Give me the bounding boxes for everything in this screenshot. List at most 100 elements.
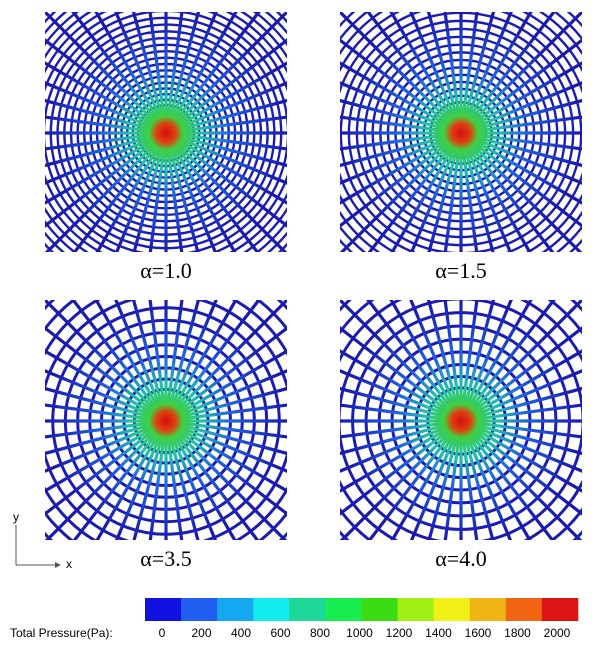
spoke [459,420,555,540]
network-panel [45,300,287,540]
colorbar-tick-label: 0 [159,626,166,640]
colorbar-tick-label: 400 [231,626,251,640]
spoke [164,132,218,252]
spoke [164,132,237,252]
spoke [460,131,582,168]
spoke [164,300,261,422]
spoke [72,420,168,540]
spoke [165,326,287,423]
spoke [164,300,238,422]
spoke [45,131,167,228]
spoke [71,12,168,134]
spoke [460,419,582,516]
colorbar-swatch [541,598,579,621]
spoke [45,419,167,516]
spoke [459,132,555,252]
spoke [340,131,462,228]
spoke [459,12,533,134]
colorbar-swatch [505,598,543,621]
spoke [460,419,582,473]
spoke [340,115,462,135]
spoke [164,300,218,422]
spoke [131,12,168,134]
spoke [460,61,582,135]
colorbar-swatch [361,598,398,621]
spoke [390,132,463,252]
spoke [165,115,287,135]
spoke [459,300,533,422]
spoke [460,98,582,135]
spoke [340,419,462,493]
spoke [165,419,287,493]
spoke [165,131,287,151]
spoke [426,300,463,422]
spoke [45,419,167,493]
spoke [409,300,463,422]
spoke [459,12,556,134]
spoke [459,132,513,252]
spoke [367,420,463,540]
spoke [443,12,463,134]
spoke [340,369,462,423]
spoke [426,12,463,134]
spoke [71,300,168,422]
spoke [164,420,200,540]
spoke [45,419,167,473]
spoke [165,349,287,423]
panel-label: α=1.0 [140,258,191,283]
spoke [45,61,167,135]
spoke [460,369,582,423]
spoke [460,349,582,423]
spoke [459,420,532,540]
spoke [409,132,463,252]
colorbar-tick-label: 800 [310,626,330,640]
spoke [460,131,582,151]
spoke [165,403,287,423]
spoke [460,38,582,135]
spoke [45,115,167,135]
colorbar-swatch [325,598,362,621]
spoke [165,81,287,135]
spoke [114,132,168,252]
spoke [340,131,462,185]
colorbar-tick-label: 2000 [544,626,571,640]
spoke [340,131,462,205]
spoke [459,12,582,135]
spoke [459,419,582,540]
spoke [114,420,168,540]
spoke [459,132,479,252]
spoke [148,420,168,540]
spoke [45,131,167,205]
center-blob [149,404,183,438]
spoke [340,131,462,151]
network-panel [45,12,287,252]
spoke [459,12,513,134]
spoke [132,420,168,540]
spoke [459,420,479,540]
spoke [45,131,167,151]
spoke [148,132,168,252]
axis-indicator: y x [13,510,72,571]
spoke [45,81,167,135]
spoke [45,419,168,540]
spoke [340,419,463,540]
spoke [164,300,201,422]
spoke [460,115,582,135]
spoke [165,369,287,423]
center-blob [444,116,478,150]
spoke [72,132,168,252]
panel-label: α=3.5 [140,546,191,571]
spoke [45,98,167,135]
colorbar-swatch [469,598,507,621]
spoke [340,131,463,252]
spoke [460,326,582,423]
spoke [340,403,462,423]
network-panel [340,12,582,252]
spoke [340,98,462,135]
spoke [164,420,218,540]
panel-label: α=1.5 [435,258,486,283]
colorbar-swatch [397,598,434,621]
spoke [131,300,168,422]
spoke [460,131,582,228]
spoke [164,12,261,134]
